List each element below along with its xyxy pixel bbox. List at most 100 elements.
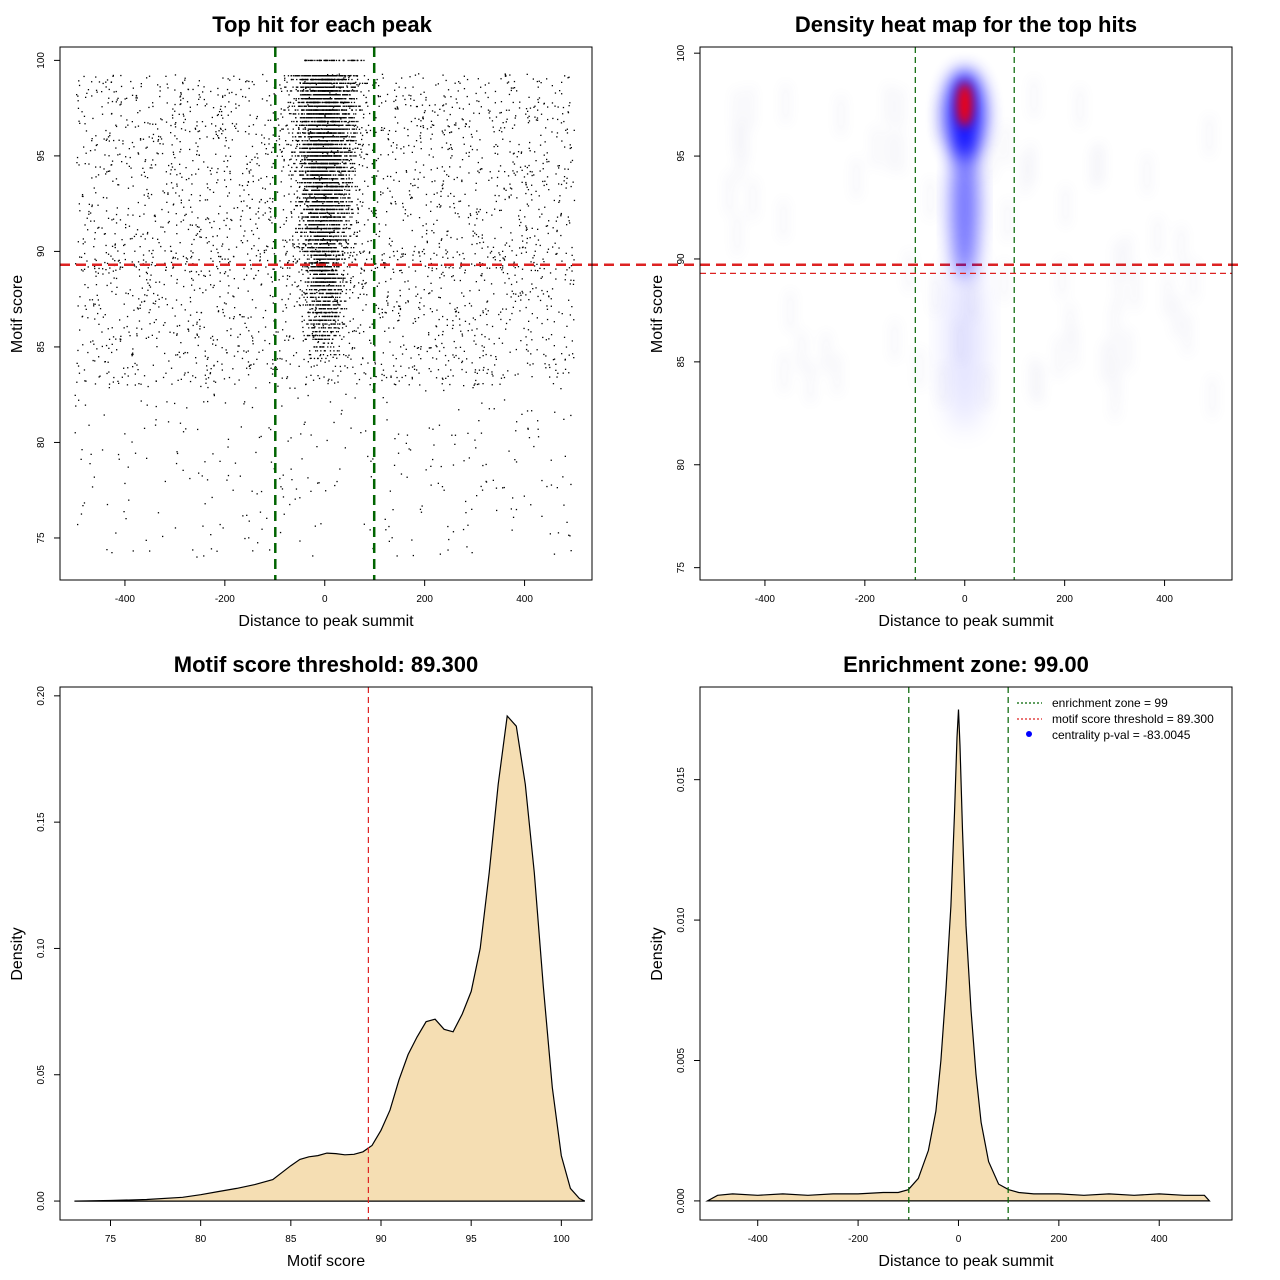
scatter-point [303, 358, 305, 361]
scatter-point [309, 357, 311, 360]
scatter-point [476, 149, 478, 151]
scatter-point [325, 166, 327, 169]
scatter-point [442, 132, 444, 134]
scatter-point [189, 148, 191, 151]
scatter-point [343, 120, 345, 123]
scatter-point [508, 197, 510, 199]
scatter-point [140, 400, 142, 402]
scatter-point [156, 346, 158, 348]
scatter-point [96, 348, 98, 350]
scatter-point [189, 224, 191, 226]
scatter-point [178, 195, 180, 197]
scatter-point [210, 284, 212, 286]
scatter-point [317, 482, 319, 484]
scatter-point [301, 290, 303, 292]
scatter-point [415, 286, 417, 288]
scatter-point [238, 345, 240, 347]
scatter-point [341, 161, 344, 163]
scatter-point [322, 325, 324, 327]
scatter-point [381, 308, 383, 310]
scatter-point [564, 455, 566, 457]
scatter-point [248, 537, 250, 539]
scatter-point [95, 76, 97, 78]
scatter-point [140, 85, 142, 88]
scatter-point [228, 192, 230, 194]
scatter-point [83, 146, 85, 148]
scatter-point [253, 363, 255, 365]
scatter-point [155, 380, 157, 382]
scatter-point [228, 92, 230, 94]
scatter-point [389, 190, 391, 192]
scatter-point [477, 78, 479, 80]
scatter-point [330, 354, 332, 356]
scatter-point [534, 116, 536, 118]
scatter-point [304, 81, 306, 83]
scatter-point [553, 345, 555, 347]
scatter-point [430, 126, 432, 128]
scatter-point [251, 248, 253, 250]
scatter-point [516, 90, 518, 92]
scatter-point [198, 472, 200, 474]
scatter-point [420, 358, 422, 360]
scatter-point [325, 195, 327, 197]
scatter-point [339, 239, 341, 241]
scatter-point [132, 550, 134, 552]
scatter-point [523, 495, 525, 497]
scatter-point [231, 122, 234, 125]
scatter-point [125, 223, 127, 226]
scatter-point [115, 124, 117, 126]
scatter-point [329, 350, 332, 352]
scatter-point [346, 85, 348, 87]
scatter-point [181, 176, 183, 178]
scatter-point [229, 172, 231, 175]
scatter-point [328, 360, 330, 362]
scatter-point [146, 457, 148, 459]
scatter-point [387, 302, 389, 304]
scatter-point [249, 259, 251, 261]
scatter-point [410, 98, 412, 100]
scatter-point [361, 205, 363, 207]
scatter-point [268, 343, 271, 345]
scatter-point [165, 266, 167, 268]
scatter-point [461, 368, 463, 371]
scatter-point [314, 326, 316, 328]
scatter-point [422, 77, 424, 79]
scatter-point [520, 221, 522, 224]
scatter-point [316, 125, 318, 128]
scatter-point [302, 88, 305, 91]
scatter-point [121, 161, 123, 163]
scatter-point [327, 122, 329, 124]
scatter-point [316, 364, 318, 366]
scatter-point [476, 213, 478, 215]
scatter-point [195, 142, 197, 144]
scatter-point [118, 458, 120, 460]
scatter-point [532, 288, 534, 290]
scatter-point [399, 305, 401, 307]
scatter-point [197, 168, 200, 170]
scatter-point [481, 168, 483, 170]
scatter-point [542, 336, 544, 339]
scatter-point [172, 266, 175, 268]
scatter-point [563, 418, 565, 420]
scatter-point [203, 274, 205, 277]
scatter-point [479, 208, 481, 211]
scatter-point [191, 255, 193, 258]
scatter-point [480, 274, 482, 277]
scatter-point [385, 280, 387, 283]
scatter-point [431, 133, 433, 135]
scatter-point [267, 119, 269, 121]
scatter-point [367, 185, 369, 187]
scatter-point [400, 256, 402, 258]
scatter-point [77, 95, 79, 97]
scatter-point [150, 193, 153, 196]
scatter-point [386, 401, 388, 404]
scatter-point [312, 334, 315, 337]
scatter-point [472, 235, 474, 237]
scatter-point [258, 436, 261, 439]
scatter-point [474, 319, 476, 321]
scatter-point [412, 86, 414, 88]
scatter-point [209, 189, 211, 191]
scatter-point [219, 460, 221, 462]
scatter-point [195, 234, 197, 236]
